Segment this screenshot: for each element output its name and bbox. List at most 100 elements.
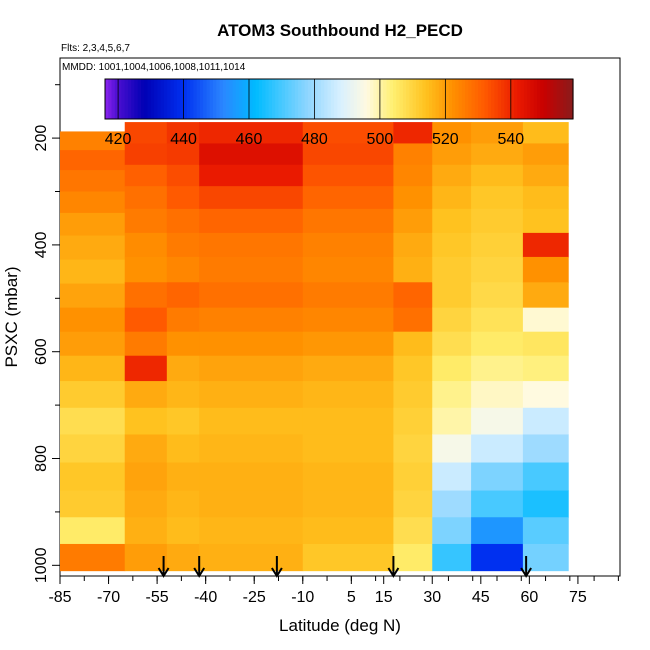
colorbar-swatch bbox=[154, 79, 158, 119]
heatmap-cell bbox=[432, 381, 472, 409]
heatmap-cell bbox=[166, 232, 200, 258]
colorbar-swatch bbox=[465, 79, 469, 119]
heatmap-cell bbox=[522, 331, 569, 357]
colorbar-swatch bbox=[209, 79, 214, 119]
heatmap-cell bbox=[302, 307, 394, 333]
colorbar-swatch bbox=[347, 79, 352, 119]
heatmap-cell bbox=[432, 232, 472, 258]
chart-title: ATOM3 Southbound H2_PECD bbox=[217, 21, 463, 40]
x-tick-label: -40 bbox=[194, 589, 217, 606]
colorbar-swatch bbox=[363, 79, 368, 119]
x-axis: -85 -70 -55 -40 -25 -10 5 15 30 45 60 75 bbox=[48, 576, 619, 606]
heatmap-cell bbox=[432, 164, 472, 187]
heatmap-cell bbox=[471, 164, 524, 187]
heatmap-cell bbox=[432, 407, 472, 435]
colorbar-swatch bbox=[569, 79, 574, 119]
heatmap-cell bbox=[60, 212, 126, 237]
heatmap-cell bbox=[60, 191, 126, 214]
y-tick-label: 400 bbox=[33, 231, 50, 258]
heatmap-cell bbox=[124, 407, 168, 435]
heatmap-cell bbox=[522, 462, 569, 492]
heatmap-cell bbox=[393, 122, 433, 144]
colorbar-swatch bbox=[468, 79, 473, 119]
colorbar-swatch bbox=[298, 79, 302, 119]
sonde-arrows bbox=[157, 556, 532, 578]
y-axis: 200 400 600 800 1000 bbox=[33, 84, 60, 583]
colorbar-swatch bbox=[546, 79, 551, 119]
heatmap-cell bbox=[393, 143, 433, 166]
heatmap-cell bbox=[302, 331, 394, 357]
colorbar-swatch bbox=[559, 79, 564, 119]
heatmap-cell bbox=[199, 307, 304, 333]
heatmap-cell bbox=[393, 307, 433, 333]
colorbar-swatch bbox=[527, 79, 532, 119]
heatmap-cell bbox=[432, 543, 472, 572]
colorbar-swatch bbox=[340, 79, 345, 119]
heatmap-cell bbox=[432, 490, 472, 518]
flights-note: Flts: 2,3,4,5,6,7 bbox=[61, 43, 130, 54]
colorbar-swatch bbox=[360, 79, 365, 119]
heatmap-cell bbox=[124, 434, 168, 464]
colorbar-swatch bbox=[419, 79, 424, 119]
colorbar-swatch bbox=[114, 79, 119, 119]
heatmap-cell bbox=[302, 164, 394, 187]
heatmap-cell bbox=[124, 186, 168, 210]
colorbar-swatch bbox=[402, 79, 407, 119]
heatmap-cell bbox=[124, 282, 168, 309]
y-tick-label: 1000 bbox=[33, 547, 50, 583]
heatmap-cell bbox=[522, 490, 569, 518]
heatmap-cell bbox=[471, 355, 524, 382]
heatmap-cell bbox=[199, 282, 304, 309]
colorbar-swatch bbox=[523, 79, 528, 119]
heatmap-cell bbox=[302, 434, 394, 464]
colorbar-swatch bbox=[193, 79, 198, 119]
x-tick-label: 15 bbox=[375, 589, 393, 606]
heatmap-cell bbox=[199, 381, 304, 409]
colorbar-swatch bbox=[219, 79, 224, 119]
colorbar-swatch bbox=[222, 79, 227, 119]
heatmap-cell bbox=[471, 186, 524, 210]
heatmap-cell bbox=[60, 170, 126, 192]
heatmap-cell bbox=[302, 381, 394, 409]
heatmap-cell bbox=[60, 150, 126, 171]
heatmap-cell bbox=[124, 232, 168, 258]
colorbar-swatch bbox=[294, 79, 299, 119]
x-tick-label: 45 bbox=[472, 589, 490, 606]
heatmap-cell bbox=[471, 256, 524, 283]
heatmap-cell bbox=[393, 355, 433, 382]
heatmap-cell bbox=[166, 355, 200, 382]
heatmap-cell bbox=[60, 331, 126, 357]
heatmap-cell bbox=[124, 381, 168, 409]
x-tick-label: -10 bbox=[291, 589, 314, 606]
colorbar-swatch bbox=[157, 79, 162, 119]
heatmap-cell bbox=[60, 543, 126, 572]
heatmap-cell bbox=[199, 208, 304, 234]
x-axis-label: Latitude (deg N) bbox=[279, 616, 401, 635]
heatmap-cell bbox=[124, 462, 168, 492]
colorbar: 420 440 460 480 500 520 540 bbox=[104, 78, 574, 148]
y-tick-label: 600 bbox=[33, 338, 50, 365]
down-arrow-icon bbox=[271, 556, 283, 578]
heatmap-cell bbox=[302, 232, 394, 258]
heatmap-cell bbox=[432, 462, 472, 492]
heatmap-cell bbox=[302, 122, 394, 144]
colorbar-swatch bbox=[127, 79, 132, 119]
heatmap-cell bbox=[471, 208, 524, 234]
colorbar-swatch bbox=[199, 79, 204, 119]
heatmap-cell bbox=[124, 208, 168, 234]
colorbar-swatch bbox=[478, 79, 482, 119]
colorbar-swatch bbox=[504, 79, 509, 119]
colorbar-swatch bbox=[474, 79, 479, 119]
heatmap-cell bbox=[522, 381, 569, 409]
heatmap-cell bbox=[471, 434, 524, 464]
colorbar-tick-label: 540 bbox=[497, 131, 524, 148]
colorbar-swatch bbox=[422, 79, 427, 119]
heatmap-cell bbox=[124, 143, 168, 166]
colorbar-swatch bbox=[507, 79, 512, 119]
heatmap-cell bbox=[302, 462, 394, 492]
heatmap-cell bbox=[166, 381, 200, 409]
colorbar-frame bbox=[104, 78, 574, 120]
heatmap-cell bbox=[124, 543, 168, 572]
colorbar-swatch bbox=[265, 79, 270, 119]
colorbar-swatch bbox=[262, 79, 266, 119]
